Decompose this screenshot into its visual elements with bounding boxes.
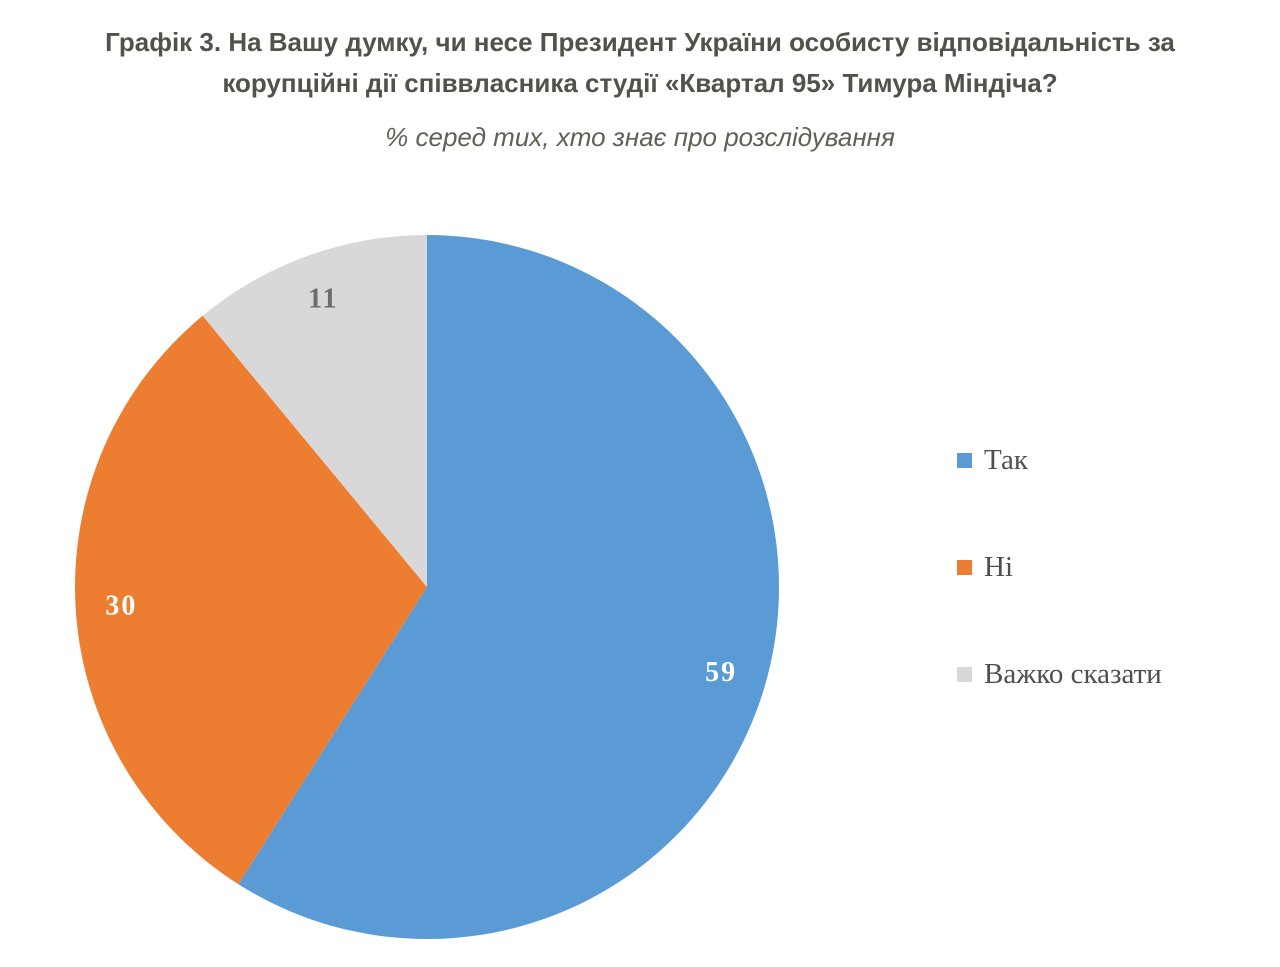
chart-subtitle: % серед тих, хто знає про розслідування — [385, 122, 895, 152]
pie-slice-1 — [75, 315, 428, 885]
legend-swatch-icon — [957, 666, 972, 682]
legend-swatch-icon — [957, 559, 972, 575]
legend-item-1: Ні — [957, 549, 1162, 585]
legend-label: Ні — [984, 550, 1013, 583]
legend-item-2: Важко сказати — [957, 656, 1162, 692]
chart-legend: Так Ні Важко сказати — [957, 442, 1162, 692]
legend-label: Так — [984, 443, 1028, 476]
pie-slice-value-label-1: 30 — [105, 591, 137, 622]
pie-slice-2 — [202, 235, 427, 587]
pie-slice-value-label-2: 11 — [308, 283, 338, 314]
pie-chart: 59 30 11 — [71, 231, 783, 943]
chart-header: Графік 3. На Вашу думку, чи несе Президе… — [0, 22, 1280, 153]
legend-item-0: Так — [957, 442, 1162, 478]
chart-title-line-1: Графік 3. На Вашу думку, чи несе Президе… — [105, 27, 1175, 57]
pie-slice-value-label-0: 59 — [705, 657, 737, 688]
pie-slice-0 — [238, 235, 780, 939]
legend-label: Важко сказати — [984, 657, 1162, 690]
chart-title-line-2: корупційні дії співвласника студії «Квар… — [222, 68, 1058, 98]
pie-chart-svg: 59 30 11 — [75, 235, 780, 939]
legend-swatch-icon — [957, 452, 972, 468]
